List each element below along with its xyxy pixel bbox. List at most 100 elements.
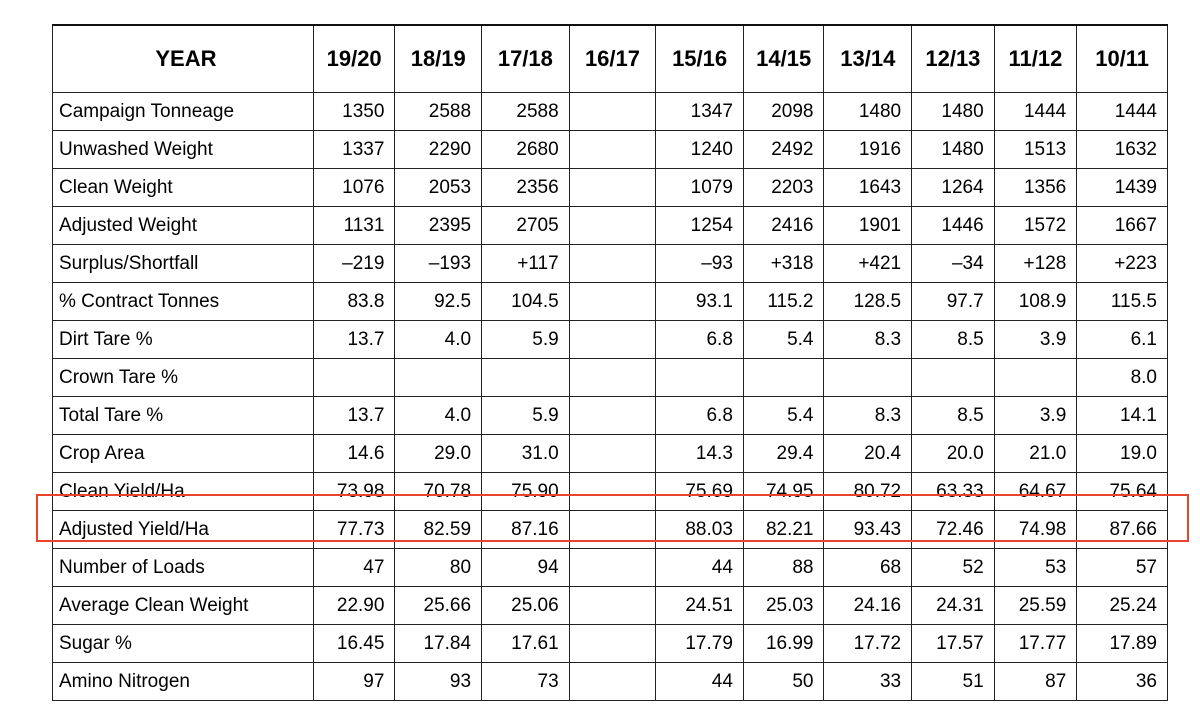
table-cell: 47 <box>312 548 396 587</box>
table-cell: 1240 <box>655 130 744 169</box>
table-cell: 17.84 <box>394 624 483 663</box>
row-label: Crop Area <box>52 434 314 473</box>
table-cell: 17.89 <box>1076 624 1168 663</box>
table-cell: 5.9 <box>481 396 570 435</box>
table-cell: 3.9 <box>993 396 1078 435</box>
table-row: Number of Loads 47 80 94 44 88 68 52 53 57 <box>52 548 1168 587</box>
table-cell: 25.06 <box>481 586 570 625</box>
table-cell: 82.59 <box>394 510 483 549</box>
table-cell: 88.03 <box>655 510 744 549</box>
table-cell: 5.4 <box>742 320 825 359</box>
table-cell: 21.0 <box>993 434 1078 473</box>
table-cell: 68 <box>823 548 913 587</box>
table-row: Sugar % 16.45 17.84 17.61 17.79 16.99 17.72 17.… <box>52 624 1168 663</box>
table-cell <box>568 434 657 473</box>
table-cell: 5.4 <box>742 396 825 435</box>
table-cell: 87 <box>993 662 1078 701</box>
table-cell <box>568 320 657 359</box>
table-cell: 115.5 <box>1076 282 1168 321</box>
year-column-header: YEAR <box>52 24 314 93</box>
table-cell: 1264 <box>911 168 995 207</box>
table-cell <box>568 586 657 625</box>
table-cell: 1480 <box>823 92 913 131</box>
table-cell: 8.5 <box>911 320 995 359</box>
table-cell: 17.72 <box>823 624 913 663</box>
table-cell: 2290 <box>394 130 483 169</box>
table-cell: 25.66 <box>394 586 483 625</box>
table-cell <box>568 396 657 435</box>
row-label: Number of Loads <box>52 548 314 587</box>
row-label: Surplus/Shortfall <box>52 244 314 283</box>
table-row: Adjusted Weight 1131 2395 2705 1254 2416 1901 1… <box>52 206 1168 245</box>
table-cell: 2588 <box>481 92 570 131</box>
table-cell: 93 <box>394 662 483 701</box>
table-cell <box>655 358 744 397</box>
table-cell: 2098 <box>742 92 825 131</box>
table-cell <box>568 510 657 549</box>
table-cell: 1444 <box>993 92 1078 131</box>
table-row-highlighted: Adjusted Yield/Ha 77.73 82.59 87.16 88.03 82.… <box>52 510 1168 549</box>
table-cell: 8.0 <box>1076 358 1168 397</box>
table-cell: 22.90 <box>312 586 396 625</box>
table-cell: 73.98 <box>312 472 396 511</box>
table-cell: 128.5 <box>823 282 913 321</box>
table-cell: 44 <box>655 662 744 701</box>
table-cell: 24.51 <box>655 586 744 625</box>
table-cell: 24.31 <box>911 586 995 625</box>
table-cell: 5.9 <box>481 320 570 359</box>
table-cell: 33 <box>823 662 913 701</box>
table-cell: 17.57 <box>911 624 995 663</box>
table-cell: +421 <box>823 244 913 283</box>
season-column-header: 13/14 <box>823 24 913 93</box>
row-label: Dirt Tare % <box>52 320 314 359</box>
table-cell: –93 <box>655 244 744 283</box>
table-cell: 88 <box>742 548 825 587</box>
table-cell: 51 <box>911 662 995 701</box>
table-cell: 6.8 <box>655 396 744 435</box>
table-cell <box>568 130 657 169</box>
row-label: Sugar % <box>52 624 314 663</box>
season-column-header: 18/19 <box>394 24 483 93</box>
table-row: Unwashed Weight 1337 2290 2680 1240 2492 1916 1… <box>52 130 1168 169</box>
table-cell: 57 <box>1076 548 1168 587</box>
season-column-header: 12/13 <box>911 24 995 93</box>
table-cell: 19.0 <box>1076 434 1168 473</box>
season-column-header: 10/11 <box>1076 24 1168 93</box>
table-cell <box>394 358 483 397</box>
table-cell: 82.21 <box>742 510 825 549</box>
table-cell: 1901 <box>823 206 913 245</box>
table-cell: 75.69 <box>655 472 744 511</box>
table-cell: 1632 <box>1076 130 1168 169</box>
table-cell: 1131 <box>312 206 396 245</box>
table-cell: 1350 <box>312 92 396 131</box>
table-row: Surplus/Shortfall –219 –193 +117 –93 +318 +421… <box>52 244 1168 283</box>
table-cell: 20.4 <box>823 434 913 473</box>
table-row: Dirt Tare % 13.7 4.0 5.9 6.8 5.4 8.3 8.5 3.9 6.1 <box>52 320 1168 359</box>
table-cell: 2203 <box>742 168 825 207</box>
row-label: Clean Weight <box>52 168 314 207</box>
table-cell: 1667 <box>1076 206 1168 245</box>
table-row: Amino Nitrogen 97 93 73 44 50 33 51 87 36 <box>52 662 1168 701</box>
table-cell <box>568 548 657 587</box>
table-row: Clean Yield/Ha 73.98 70.78 75.90 75.69 74.95 8… <box>52 472 1168 511</box>
table-cell: 4.0 <box>394 320 483 359</box>
table-cell <box>911 358 995 397</box>
table-cell: 14.3 <box>655 434 744 473</box>
table-cell <box>481 358 570 397</box>
table-cell <box>568 624 657 663</box>
table-cell: 1076 <box>312 168 396 207</box>
table-cell: 6.8 <box>655 320 744 359</box>
table-cell: 75.90 <box>481 472 570 511</box>
table-cell: 13.7 <box>312 396 396 435</box>
table-cell: 64.67 <box>993 472 1078 511</box>
table-cell: 2680 <box>481 130 570 169</box>
row-label: Average Clean Weight <box>52 586 314 625</box>
table-cell: 74.98 <box>993 510 1078 549</box>
table-cell: 1254 <box>655 206 744 245</box>
table-cell: 13.7 <box>312 320 396 359</box>
table-cell: 25.24 <box>1076 586 1168 625</box>
season-column-header: 15/16 <box>655 24 744 93</box>
row-label: Total Tare % <box>52 396 314 435</box>
row-label: Adjusted Yield/Ha <box>52 510 314 549</box>
table-cell: 80.72 <box>823 472 913 511</box>
